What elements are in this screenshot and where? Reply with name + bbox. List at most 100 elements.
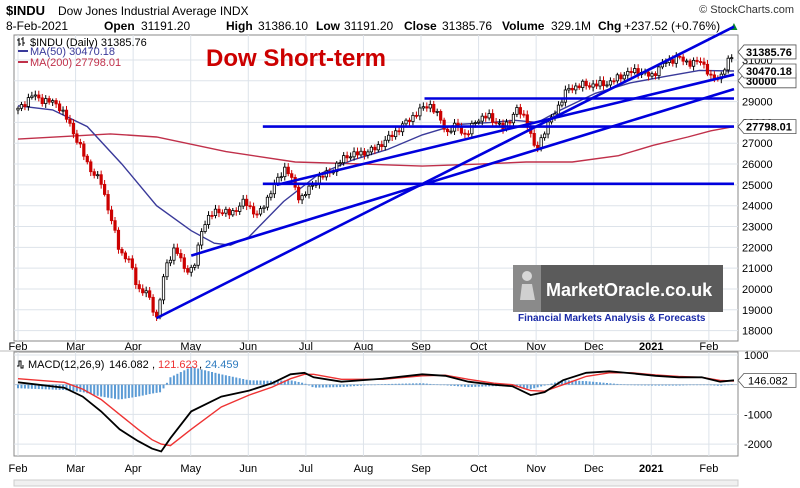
macd-hist-bar [453, 384, 456, 386]
macd-axis-labels: 1000 -1000 -2000 [744, 350, 772, 451]
macd-hist-bar [644, 384, 647, 386]
candle-body [463, 132, 467, 135]
marketoracle-watermark: MarketOracle.co.uk Financial Markets Ana… [513, 265, 723, 324]
x-tick-label: 2021 [639, 341, 663, 353]
macd-hist-bar [204, 370, 207, 385]
candle-body [206, 215, 211, 225]
candle-body [418, 107, 422, 117]
macd-hist-bar [685, 384, 688, 386]
last-price-tag-bg [737, 44, 797, 60]
candle-body [688, 60, 692, 67]
macd-hist-bar [93, 384, 96, 395]
macd-hist-bar [249, 380, 252, 385]
candle-body [75, 133, 79, 143]
macd-hist-bar [401, 383, 404, 385]
symbol-title: $INDU [6, 3, 45, 18]
macd-legend-comma-1: , [152, 359, 155, 371]
candle-body [158, 299, 162, 318]
candle-body [113, 220, 117, 231]
trendline [190, 87, 735, 257]
candle-body [567, 87, 571, 91]
ma50-price-tag-bg [737, 63, 797, 79]
candle-body [321, 175, 325, 178]
candle-body [532, 133, 536, 146]
high-value: 31386.10 [258, 19, 308, 33]
macd-hist-bar [702, 384, 705, 386]
candle-body [234, 210, 238, 212]
candle-body [307, 185, 311, 195]
macd-hist-bar [96, 384, 99, 396]
macd-hist-bar [574, 380, 577, 385]
macd-hist-bar [488, 384, 491, 387]
candle-body [380, 144, 384, 148]
price-tick-label: 23000 [742, 222, 773, 234]
candle-body [698, 61, 703, 63]
macd-hist-bar [398, 383, 401, 385]
candle-body [404, 119, 408, 125]
macd-tick-label: 1000 [744, 350, 768, 362]
candle-body [598, 80, 602, 87]
macd-hist-bar [72, 384, 75, 392]
macd-hist-bar [450, 384, 453, 386]
candle-body [397, 130, 401, 133]
macd-hist-bar [387, 383, 390, 385]
macd-hist-bar [605, 382, 608, 385]
candle-body [96, 174, 100, 177]
macd-hist-bar [65, 384, 68, 391]
macd-axis-tag: 146.082 [737, 372, 797, 388]
candle-body [626, 71, 630, 76]
macd-hist-bar [48, 384, 51, 390]
macd-hist-bar [20, 384, 23, 389]
price-tick-label: 27000 [742, 138, 773, 150]
macd-hist-bar [328, 384, 331, 388]
candle-body [615, 74, 619, 82]
candle-body [269, 193, 273, 198]
candle-body [262, 206, 266, 210]
candle-body [248, 205, 252, 208]
macd-hist-bar [682, 384, 685, 386]
legend-price: $INDU (Daily) 31385.76 [30, 37, 147, 49]
macd-hist-bar [599, 382, 602, 385]
macd-hist-bar [709, 384, 712, 386]
candle-body [286, 166, 290, 175]
source-credit: © StockCharts.com [699, 4, 794, 16]
macd-hist-bar [432, 384, 435, 385]
candle-body [148, 290, 152, 298]
macd-hist-bar [238, 378, 241, 385]
macd-panel: 1000 -1000 -2000 146.082 MACD(12,26,9) 146… [9, 350, 797, 475]
ma200-price-tag: 27798.01 [746, 122, 792, 134]
candle-body [168, 259, 173, 264]
price-tick-label: 24000 [742, 201, 773, 213]
x-tick-label: Jun [239, 463, 257, 475]
candle-body [439, 110, 443, 121]
macd-hist-bar [588, 381, 591, 385]
x-tick-label: May [180, 463, 201, 475]
macd-hist-bar [114, 384, 117, 399]
low-label: Low [316, 19, 341, 33]
candle-body [283, 166, 287, 178]
macd-hist-bar [668, 384, 671, 386]
candle-body [511, 113, 516, 124]
macd-hist-bar [235, 377, 238, 385]
macd-hist-bar [540, 384, 543, 387]
macd-hist-bar [346, 384, 349, 387]
candle-body [442, 119, 446, 130]
x-tick-label: Sep [411, 341, 431, 353]
candle-body [470, 123, 474, 135]
macd-hist-bar [256, 380, 259, 385]
candle-body [120, 248, 124, 254]
macd-hist-bar [290, 380, 293, 385]
macd-hist-bar [405, 383, 408, 385]
macd-hist-bar [110, 384, 113, 399]
x-tick-label: Nov [526, 463, 546, 475]
macd-hist-bar [124, 384, 127, 399]
candle-body [491, 113, 495, 123]
candle-body [657, 66, 661, 77]
candle-body [480, 115, 484, 122]
candle-body [220, 212, 225, 215]
macd-hist-bar [411, 383, 414, 385]
price-tick-label: 20000 [742, 284, 773, 296]
candle-body [165, 262, 169, 278]
macd-hist-bar [637, 384, 640, 386]
